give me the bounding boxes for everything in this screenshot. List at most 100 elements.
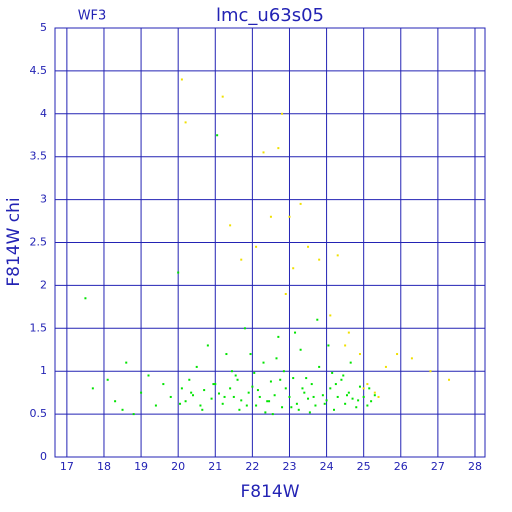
point bbox=[318, 258, 321, 261]
point bbox=[342, 374, 345, 377]
point bbox=[269, 215, 272, 218]
point bbox=[329, 314, 332, 317]
point bbox=[329, 387, 332, 390]
x-tick-label: 25 bbox=[357, 460, 371, 473]
point bbox=[325, 399, 328, 402]
point bbox=[184, 400, 187, 403]
y-tick-label: 2.5 bbox=[30, 236, 48, 249]
point bbox=[180, 387, 183, 390]
point bbox=[240, 399, 243, 402]
point bbox=[281, 406, 284, 409]
point bbox=[140, 391, 143, 394]
point bbox=[318, 365, 321, 368]
point bbox=[312, 395, 315, 398]
point bbox=[299, 348, 302, 351]
point bbox=[266, 400, 269, 403]
point bbox=[179, 402, 182, 405]
x-tick-label: 19 bbox=[134, 460, 148, 473]
point bbox=[292, 377, 295, 380]
point bbox=[247, 391, 250, 394]
point bbox=[299, 202, 302, 205]
point bbox=[288, 215, 291, 218]
point bbox=[121, 408, 124, 411]
point bbox=[256, 389, 259, 392]
point bbox=[316, 318, 319, 321]
point bbox=[373, 391, 376, 394]
point bbox=[275, 357, 278, 360]
x-tick-label: 22 bbox=[245, 460, 259, 473]
point bbox=[358, 353, 361, 356]
point bbox=[305, 377, 308, 380]
point bbox=[177, 271, 180, 274]
x-tick-label: 27 bbox=[431, 460, 445, 473]
y-tick-label: 4 bbox=[40, 107, 47, 120]
x-tick-label: 20 bbox=[171, 460, 185, 473]
point bbox=[188, 378, 191, 381]
point bbox=[234, 374, 237, 377]
grid: 17 18 19 20 21 22 23 24 25 26 27 28 0 0.5 1 1.5 2 2.5 3 3.5… bbox=[30, 21, 485, 473]
x-tick-label: 24 bbox=[320, 460, 334, 473]
point bbox=[310, 383, 313, 386]
point bbox=[336, 254, 339, 257]
point bbox=[206, 344, 209, 347]
point bbox=[292, 267, 295, 270]
point bbox=[232, 395, 235, 398]
x-tick-label: 26 bbox=[394, 460, 408, 473]
point bbox=[273, 394, 276, 397]
point bbox=[373, 394, 376, 397]
point bbox=[368, 387, 371, 390]
point bbox=[327, 344, 330, 347]
point bbox=[214, 383, 217, 386]
point bbox=[269, 380, 272, 383]
point bbox=[169, 395, 172, 398]
y-tick-label: 4.5 bbox=[30, 64, 48, 77]
point bbox=[366, 383, 369, 386]
plot-frame bbox=[54, 27, 486, 458]
point bbox=[229, 224, 232, 227]
annotation: WF3 bbox=[78, 9, 107, 24]
point bbox=[253, 371, 256, 374]
point bbox=[384, 365, 387, 368]
point bbox=[243, 327, 246, 330]
point bbox=[106, 378, 109, 381]
point bbox=[210, 397, 213, 400]
point bbox=[192, 394, 195, 397]
point bbox=[340, 378, 343, 381]
y-tick-label: 0 bbox=[40, 450, 47, 463]
point bbox=[229, 387, 232, 390]
y-tick-label: 2 bbox=[40, 278, 47, 291]
point bbox=[195, 365, 198, 368]
point bbox=[277, 335, 280, 338]
point bbox=[448, 378, 451, 381]
point bbox=[345, 394, 348, 397]
point bbox=[355, 406, 358, 409]
point bbox=[255, 245, 258, 248]
point bbox=[314, 404, 317, 407]
x-tick-label: 23 bbox=[282, 460, 296, 473]
x-tick-label: 28 bbox=[468, 460, 482, 473]
x-tick-label: 18 bbox=[97, 460, 111, 473]
point bbox=[190, 391, 193, 394]
point bbox=[268, 400, 271, 403]
point bbox=[238, 408, 241, 411]
point bbox=[212, 383, 215, 386]
point bbox=[84, 297, 87, 300]
point bbox=[279, 378, 282, 381]
point bbox=[303, 391, 306, 394]
point bbox=[358, 385, 361, 388]
point bbox=[321, 394, 324, 397]
point bbox=[199, 404, 202, 407]
point bbox=[217, 392, 220, 395]
point bbox=[221, 95, 224, 98]
point bbox=[162, 383, 165, 386]
point bbox=[347, 391, 350, 394]
point bbox=[281, 112, 284, 115]
chart-title: lmc_u63s05 bbox=[216, 5, 324, 26]
point bbox=[351, 397, 354, 400]
point bbox=[308, 411, 311, 414]
point bbox=[249, 353, 252, 356]
y-tick-label: 1.5 bbox=[30, 321, 48, 334]
point bbox=[284, 292, 287, 295]
point bbox=[301, 387, 304, 390]
